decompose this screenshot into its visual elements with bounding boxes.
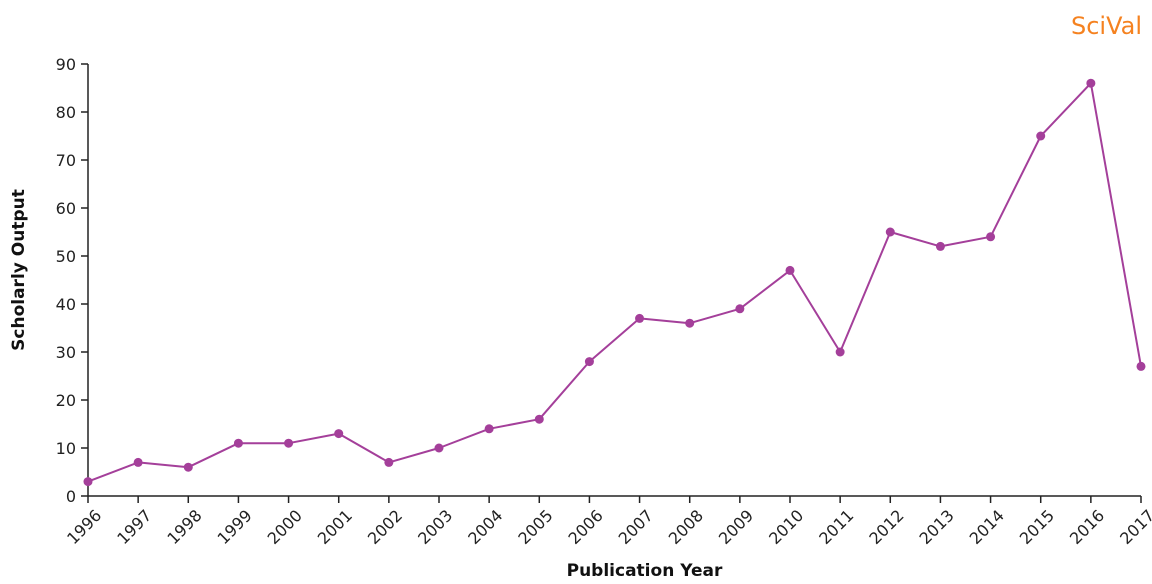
x-tick-label: 2002 bbox=[364, 506, 406, 548]
data-point[interactable] bbox=[334, 429, 344, 439]
x-tick-label: 1997 bbox=[113, 506, 155, 548]
data-point[interactable] bbox=[935, 241, 945, 251]
x-tick-label: 2012 bbox=[865, 506, 907, 548]
x-tick-label: 2011 bbox=[815, 506, 857, 548]
data-point[interactable] bbox=[233, 438, 243, 448]
data-point[interactable] bbox=[986, 232, 996, 242]
data-point[interactable] bbox=[885, 227, 895, 237]
data-point[interactable] bbox=[1136, 361, 1146, 371]
series-line bbox=[87, 82, 1142, 483]
x-axis-title: Publication Year bbox=[567, 561, 723, 580]
data-point[interactable] bbox=[735, 304, 745, 314]
x-tick-label: 1999 bbox=[214, 506, 256, 548]
y-tick-label: 60 bbox=[56, 199, 76, 218]
y-tick-label: 50 bbox=[56, 247, 76, 266]
data-point[interactable] bbox=[835, 347, 845, 357]
data-point[interactable] bbox=[685, 318, 695, 328]
x-axis: 1996 1997 1998 1999 2000 2001 2002 2003 2004 2005… bbox=[63, 495, 1152, 548]
x-tick-label: 2014 bbox=[966, 506, 1008, 548]
data-point[interactable] bbox=[1086, 78, 1096, 88]
y-tick-label: 90 bbox=[56, 55, 76, 74]
y-tick-label: 0 bbox=[66, 487, 76, 506]
y-tick-label: 40 bbox=[56, 295, 76, 314]
scival-logo: SciVal bbox=[1070, 12, 1142, 40]
x-tick-label: 2005 bbox=[514, 506, 556, 548]
y-tick-label: 70 bbox=[56, 151, 76, 170]
x-tick-label: 2000 bbox=[264, 506, 306, 548]
data-point[interactable] bbox=[284, 438, 294, 448]
x-tick-label: 1998 bbox=[163, 506, 205, 548]
y-axis-title: Scholarly Output bbox=[9, 189, 29, 351]
y-tick-label: 80 bbox=[56, 103, 76, 122]
x-tick-label: 2003 bbox=[414, 506, 456, 548]
data-point[interactable] bbox=[133, 457, 143, 467]
x-tick-label: 2010 bbox=[765, 506, 807, 548]
y-tick-label: 10 bbox=[56, 439, 76, 458]
x-tick-label: 2009 bbox=[715, 506, 757, 548]
x-tick-label: 2001 bbox=[314, 506, 356, 548]
x-tick-label: 2013 bbox=[916, 506, 958, 548]
series-group bbox=[83, 78, 1146, 487]
data-point[interactable] bbox=[584, 357, 594, 367]
x-tick-label: 2006 bbox=[565, 506, 607, 548]
y-axis: 0 10 20 30 40 50 60 70 80 90 bbox=[56, 55, 89, 506]
y-tick-label: 30 bbox=[56, 343, 76, 362]
x-tick-label: 2017 bbox=[1116, 506, 1152, 548]
x-tick-label: 2004 bbox=[464, 506, 506, 548]
data-point[interactable] bbox=[183, 462, 193, 472]
data-point[interactable] bbox=[434, 443, 444, 453]
data-point[interactable] bbox=[534, 414, 544, 424]
data-point[interactable] bbox=[484, 424, 494, 434]
data-point[interactable] bbox=[785, 265, 795, 275]
data-point[interactable] bbox=[384, 457, 394, 467]
x-tick-label: 2007 bbox=[615, 506, 657, 548]
x-tick-label: 2015 bbox=[1016, 506, 1058, 548]
data-point[interactable] bbox=[1036, 131, 1046, 141]
x-tick-label: 1996 bbox=[63, 506, 105, 548]
data-point[interactable] bbox=[635, 313, 645, 323]
x-tick-label: 2016 bbox=[1066, 506, 1108, 548]
y-tick-label: 20 bbox=[56, 391, 76, 410]
x-tick-label: 2008 bbox=[665, 506, 707, 548]
data-point[interactable] bbox=[83, 477, 93, 487]
